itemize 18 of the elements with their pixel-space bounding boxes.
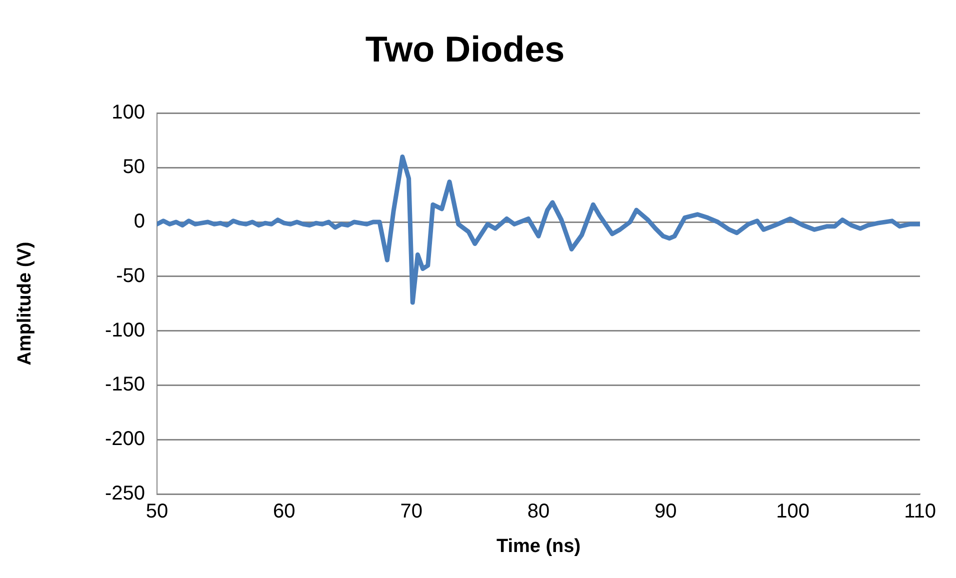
y-tick-label: -200 bbox=[104, 428, 145, 450]
x-axis-title: Time (ns) bbox=[495, 536, 582, 558]
y-tick-label: -100 bbox=[104, 319, 145, 342]
x-tick-label: 70 bbox=[400, 500, 422, 523]
y-tick-label: -150 bbox=[104, 374, 145, 396]
x-tick-label: 60 bbox=[273, 500, 296, 523]
x-tick-label: 80 bbox=[527, 500, 550, 523]
y-tick-label: -50 bbox=[116, 264, 145, 287]
y-tick-label: 100 bbox=[112, 102, 145, 124]
y-tick-label: -250 bbox=[104, 482, 145, 505]
y-tick-label: 0 bbox=[134, 210, 145, 233]
x-tick-label: 90 bbox=[654, 500, 677, 523]
x-tick-label: 50 bbox=[146, 500, 168, 523]
y-tick-label: 50 bbox=[122, 156, 145, 178]
y-axis-title: Amplitude (V) bbox=[14, 242, 36, 366]
x-tick-label: 110 bbox=[904, 500, 936, 523]
x-tick-label: 100 bbox=[776, 500, 810, 523]
chart-title: Two Diodes bbox=[365, 28, 565, 70]
